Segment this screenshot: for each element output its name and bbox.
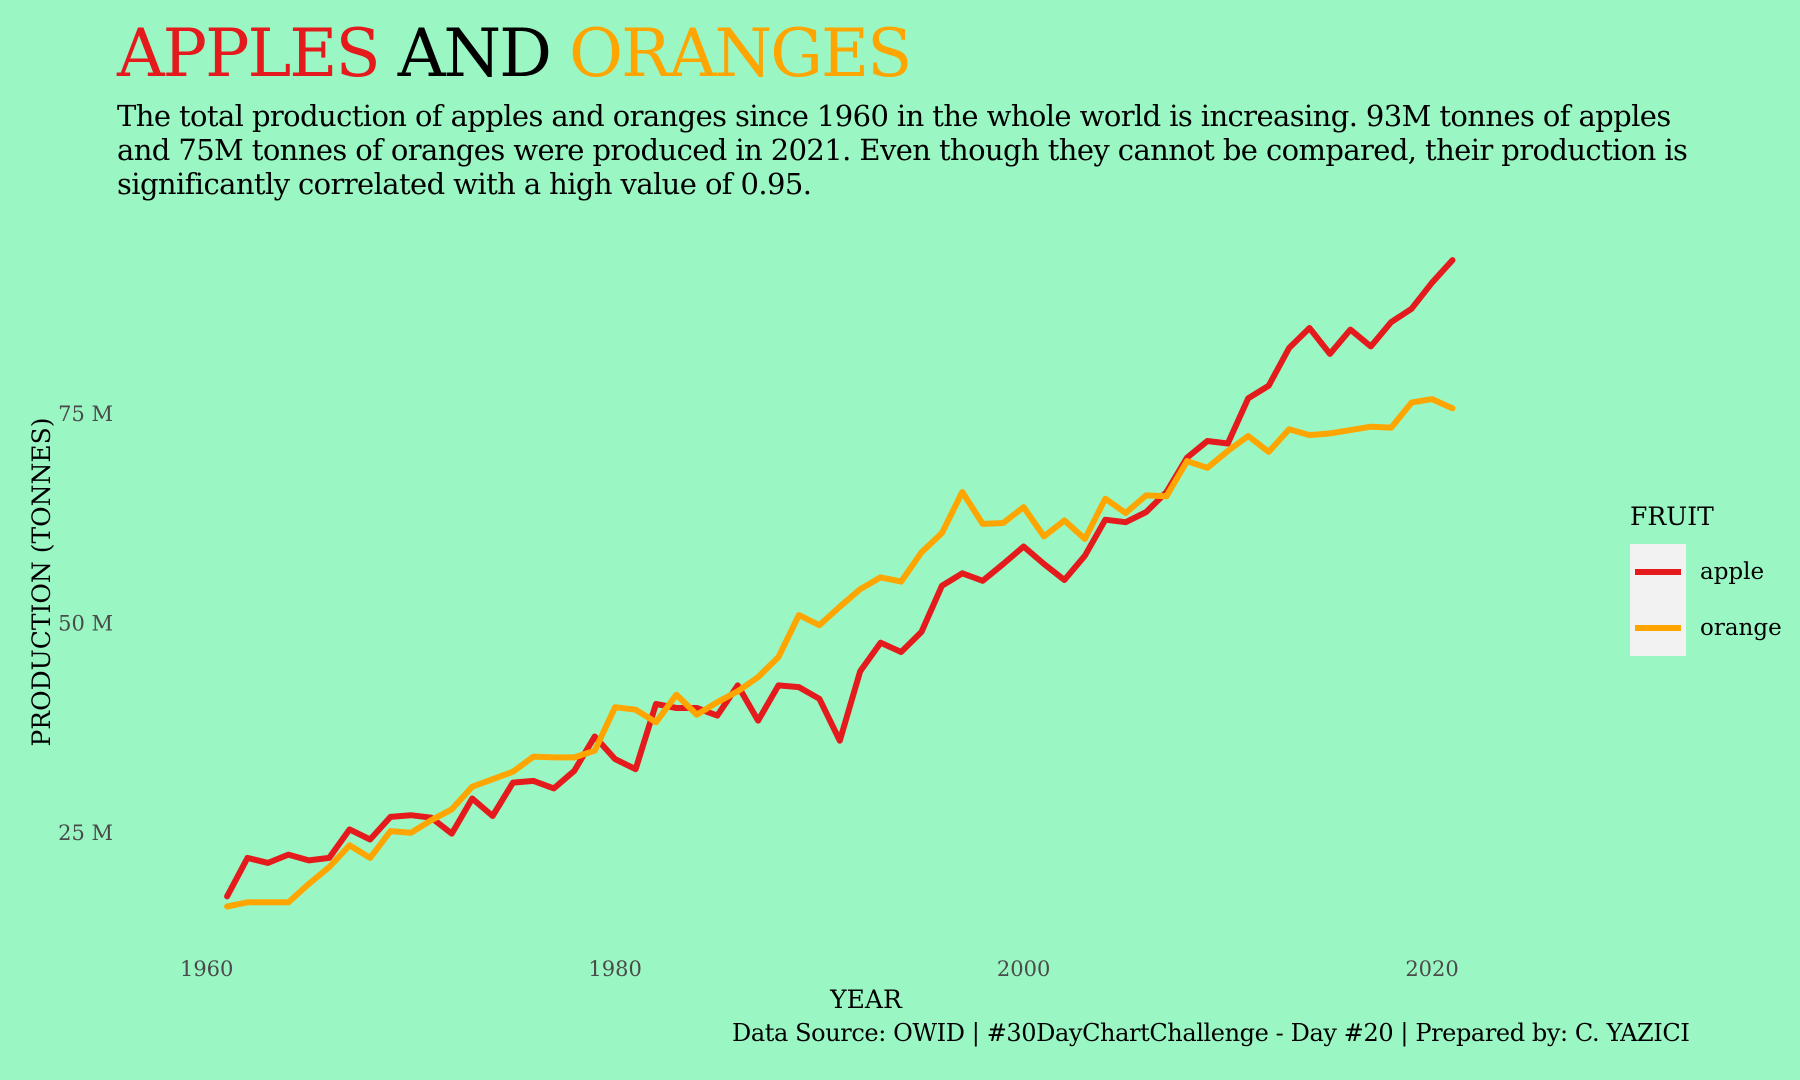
legend-key-orange [1630,600,1686,656]
title-word-and: AND [397,15,552,92]
title-word-oranges: ORANGES [569,15,912,92]
y-axis-title: PRODUCTION (TONNES) [27,417,56,746]
y-tick-label: 50 M [58,611,113,635]
chart-subtitle: The total production of apples and orang… [117,99,1688,201]
series-line-orange [224,396,1456,910]
legend-swatch-apple [1635,569,1681,575]
x-axis: 1960 1980 2000 2020 [180,957,1459,981]
y-tick-label: 75 M [58,402,113,426]
legend-item-orange: orange [1630,600,1782,656]
title-word-apples: APPLES [117,15,381,92]
x-tick-label: 2000 [997,957,1050,981]
y-tick-label: 25 M [58,821,113,845]
x-tick-label: 1960 [180,957,233,981]
legend-item-apple: apple [1630,544,1782,600]
data-source-caption: Data Source: OWID | #30DayChartChallenge… [732,1019,1690,1047]
chart-title: APPLES AND ORANGES [117,15,912,92]
legend-key-apple [1630,544,1686,600]
x-tick-label: 2020 [1405,957,1458,981]
x-axis-title: YEAR [829,985,903,1014]
series-lines [224,257,1456,910]
legend-swatch-orange [1635,625,1681,631]
legend-label-apple: apple [1700,559,1765,585]
legend-title: FRUIT [1630,502,1714,531]
series-line-apple [224,257,1456,900]
x-tick-label: 1980 [588,957,641,981]
legend: FRUIT apple orange [1630,502,1782,656]
y-axis: 25 M 50 M 75 M [58,402,113,845]
legend-label-orange: orange [1700,615,1782,641]
